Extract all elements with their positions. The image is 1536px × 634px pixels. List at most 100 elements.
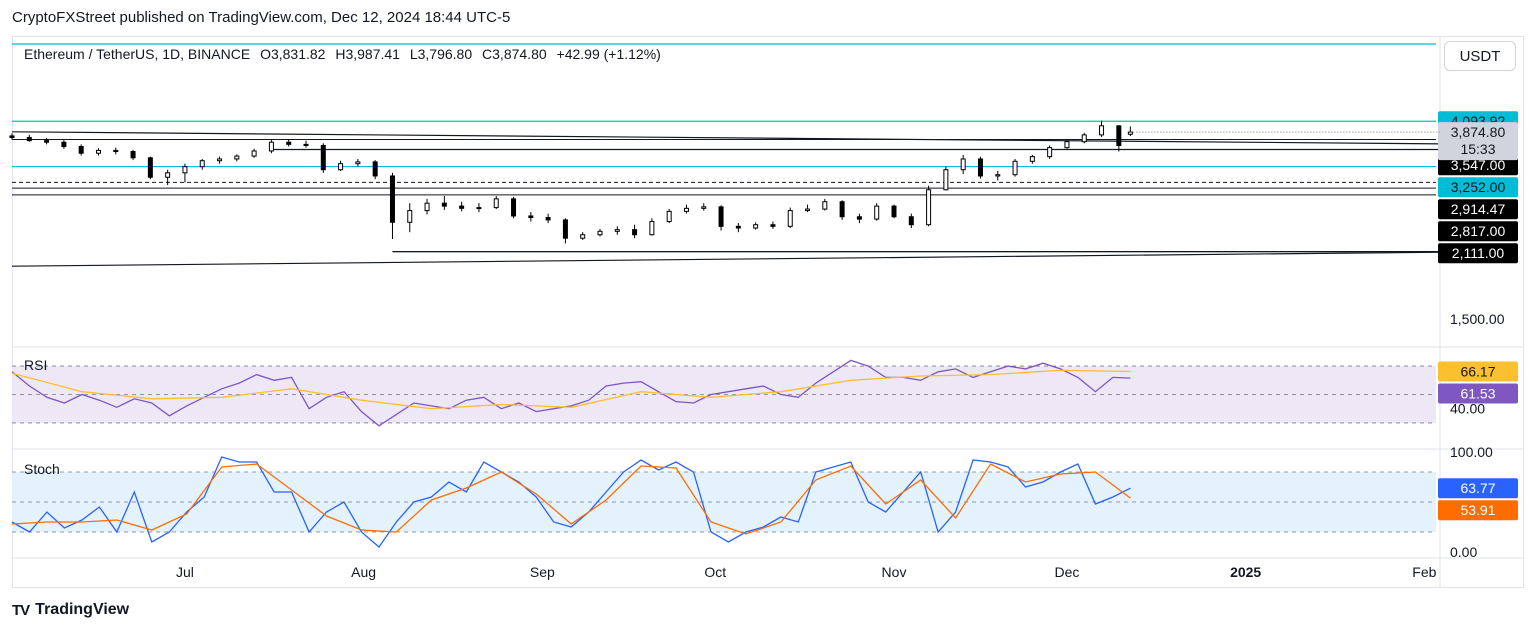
candle-up (960, 158, 966, 171)
rsi-value-label: 61.53 (1460, 386, 1495, 402)
candle-down (459, 205, 465, 209)
trendline (11, 250, 1500, 267)
legend-change: +42.99 (+1.12%) (556, 46, 661, 62)
candle-down (718, 206, 724, 227)
candle-down (303, 143, 309, 146)
candle-down (389, 175, 395, 223)
candle-up (1099, 125, 1105, 136)
legend-open: O3,831.82 (260, 46, 326, 62)
candle-up (493, 198, 499, 209)
candle-up (701, 206, 707, 209)
time-axis-label: Feb (1412, 564, 1436, 580)
candle-up (338, 163, 344, 171)
stoch-value-label: 63.77 (1460, 480, 1495, 496)
stoch-tick-label: 100.00 (1450, 444, 1493, 460)
legend-high: H3,987.41 (335, 46, 400, 62)
level-price-label-bg (1438, 243, 1518, 264)
stoch-series-line (11, 463, 1131, 535)
time-axis-label: Dec (1054, 564, 1079, 580)
candle-up (1012, 160, 1018, 176)
time-axis-label: 2025 (1230, 564, 1261, 580)
rsi-pane-title: RSI (24, 357, 48, 373)
candle-up (95, 149, 101, 154)
candle-down (26, 136, 32, 142)
price-tick-label: 1,500.00 (1450, 311, 1505, 327)
currency-unit-button[interactable]: USDT (1444, 41, 1516, 71)
candle-down (113, 149, 119, 153)
candle-down (441, 202, 447, 207)
tradingview-brand[interactable]: TV TradingView (12, 601, 129, 619)
candle-down (78, 146, 84, 154)
candle-down (528, 215, 534, 219)
candle-up (251, 150, 257, 157)
candle-up (683, 207, 689, 212)
rsi-series-line (11, 359, 1131, 427)
stoch-tick-label: 0.00 (1450, 544, 1477, 560)
candle-down (908, 216, 914, 226)
candle-down (130, 151, 136, 159)
ohlc-legend: Ethereum / TetherUS, 1D, BINANCE O3,831.… (24, 46, 667, 62)
level-price-label: 2,111.00 (1452, 245, 1505, 261)
legend-low: L3,796.80 (409, 46, 473, 62)
candle-down (286, 141, 292, 145)
legend-symbol[interactable]: Ethereum / TetherUS, 1D, BINANCE (24, 46, 251, 62)
candle-up (614, 229, 620, 232)
candle-up (753, 224, 759, 229)
current-price-bg (1438, 122, 1518, 161)
candle-up (805, 208, 811, 212)
level-price-label-bg (1438, 199, 1518, 220)
candle-down (320, 144, 326, 171)
time-axis-label: Sep (530, 564, 555, 580)
stoch-value-label-bg (1438, 478, 1518, 499)
candle-down (61, 141, 67, 148)
candle-down (632, 229, 638, 236)
candle-up (165, 172, 171, 178)
time-axis-label: Aug (351, 564, 376, 580)
rsi-value-label-bg (1438, 383, 1518, 404)
level-price-label: 2,914.47 (1451, 201, 1506, 217)
rsi-value-label: 66.17 (1460, 364, 1495, 380)
legend-close: C3,874.80 (482, 46, 547, 62)
candle-down (545, 217, 551, 221)
candle-down (562, 219, 568, 239)
candle-down (735, 225, 741, 229)
level-price-label: 3,547.00 (1451, 157, 1506, 173)
candle-up (926, 189, 932, 226)
candle-down (9, 135, 15, 138)
candle-up (822, 201, 828, 210)
current-price-label: 3,874.80 (1451, 124, 1506, 140)
candle-up (355, 161, 361, 165)
candle-down (372, 161, 378, 177)
trendline (11, 131, 1500, 145)
level-price-label-bg (1438, 177, 1518, 198)
candle-up (787, 210, 793, 227)
chart-frame (12, 36, 1524, 588)
candle-up (1047, 147, 1053, 158)
rsi-tick-label: 40.00 (1450, 401, 1485, 417)
candle-up (649, 220, 655, 236)
candle-up (995, 174, 1001, 177)
stoch-value-label-bg (1438, 500, 1518, 521)
candle-up (217, 158, 223, 162)
level-price-label: 2,817.00 (1451, 223, 1506, 239)
time-axis-label: Nov (882, 564, 907, 580)
candle-up (874, 205, 880, 220)
publisher-line: CryptoFXStreet published on TradingView.… (12, 9, 511, 26)
brand-name: TradingView (35, 601, 130, 618)
candle-up (580, 234, 586, 239)
candle-down (839, 201, 845, 218)
candle-down (511, 198, 517, 217)
stoch-series-line (11, 456, 1131, 548)
candle-up (597, 230, 603, 236)
time-axis-label: Jul (176, 564, 194, 580)
candle-up (943, 169, 949, 191)
tradingview-logo-icon: TV (12, 601, 30, 619)
candle-up (234, 155, 240, 160)
candle-up (424, 202, 430, 212)
stoch-pane-title: Stoch (24, 461, 60, 477)
candle-up (1064, 141, 1070, 149)
level-price-label-bg (1438, 155, 1518, 176)
candle-up (666, 210, 672, 222)
time-axis-label: Oct (704, 564, 726, 580)
